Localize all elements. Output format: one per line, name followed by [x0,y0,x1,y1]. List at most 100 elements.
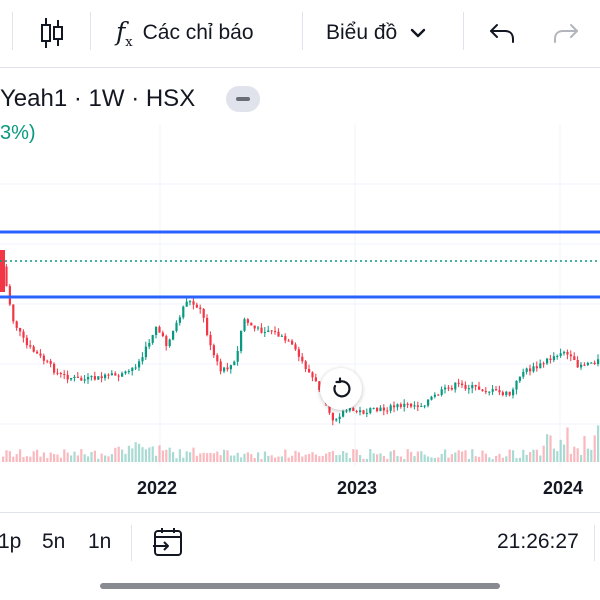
candle-body [151,335,154,343]
volume-bar [376,454,379,462]
candle-body [362,410,365,414]
volume-bar [291,455,294,462]
volume-bar [406,449,409,462]
volume-bar [352,449,355,462]
volume-bar [410,451,413,462]
candle-body [420,405,423,407]
volume-bar [257,452,260,462]
candle-body [467,388,470,390]
volume-bar [277,456,280,462]
candle-body [539,363,542,369]
volume-bar [580,454,583,462]
volume-bar [396,456,399,462]
candle-body [63,373,66,375]
volume-bar [104,455,107,462]
bottom-bar: 1p 5n 1n 21:26:27 [0,512,600,572]
volume-bar [158,445,161,462]
volume-bar [212,453,215,462]
candle-body [104,374,107,379]
candle-body [90,376,93,378]
candle-body [569,354,572,357]
volume-bar [559,439,562,462]
volume-bar [311,452,314,462]
indicators-button[interactable]: fx Các chỉ báo [116,0,254,66]
candle-body [5,266,8,287]
volume-bar [46,458,49,462]
candle-type-button[interactable] [38,0,66,66]
candle-body [19,327,22,332]
volume-bar [348,458,351,462]
chart-menu-button[interactable]: Biểu đồ [326,0,427,66]
candle-body [331,412,334,421]
volume-bar [338,454,341,462]
volume-bar [100,453,103,462]
range-1p-button[interactable]: 1p [0,530,22,553]
volume-bar [399,456,402,462]
volume-bar [87,456,90,462]
candle-body [83,379,86,381]
candle-body [440,389,443,395]
volume-bar [76,455,79,462]
toolbar-divider [12,12,13,50]
candle-body [175,322,178,331]
candle-body [280,335,283,337]
volume-bar [284,449,287,462]
range-5n-button[interactable]: 5n [42,530,66,553]
candle-body [399,404,402,407]
price-chart[interactable]: 2022 2023 2024 [0,124,600,512]
candle-body [474,385,477,387]
volume-bar [148,447,151,462]
redo-button[interactable] [552,0,580,66]
candle-body [308,369,311,373]
candle-body [87,377,90,380]
volume-bar [331,451,334,462]
home-indicator [100,583,500,589]
volume-bar [478,456,481,462]
chevron-down-icon [411,28,426,38]
candle-body [287,340,290,342]
volume-bar [362,458,365,462]
candle-body [199,307,202,309]
volume-bar [240,457,243,462]
indicators-label: Các chỉ báo [142,21,254,44]
volume-bar [573,446,576,462]
volume-bar [342,451,345,462]
undo-button[interactable] [488,0,516,66]
volume-bar [546,434,549,462]
candle-body [229,365,232,370]
volume-bar [36,449,39,462]
volume-bar [236,452,239,462]
candle-body [454,382,457,390]
volume-bar [505,456,508,462]
volume-bar [246,452,249,462]
candle-body [236,351,239,362]
candle-body [46,360,49,362]
reset-chart-button[interactable] [320,368,362,410]
candle-body [430,396,433,400]
candle-body [532,366,535,372]
goto-date-button[interactable] [152,513,186,571]
volume-bar [501,457,504,462]
candle-body [529,368,532,372]
candle-body [25,337,28,346]
legend-collapse-button[interactable] [226,86,260,112]
toolbar-divider [302,12,303,50]
volume-bar [301,456,304,462]
volume-bar [325,453,328,462]
volume-bar [593,435,596,462]
bottom-divider [594,525,595,561]
range-1n-button[interactable]: 1n [88,530,112,553]
candle-body [209,334,212,346]
symbol-title[interactable]: Yeah1 · 1W · HSX [0,85,196,112]
volume-bar [144,449,147,462]
candle-body [291,340,294,345]
volume-bar [8,451,11,462]
volume-bar [22,457,25,462]
volume-bar [124,453,127,462]
candle-body [359,410,362,413]
volume-bar [29,456,32,462]
volume-bar [97,458,100,462]
candle-body [294,344,297,350]
volume-bar [70,455,73,462]
candle-body [56,372,59,374]
